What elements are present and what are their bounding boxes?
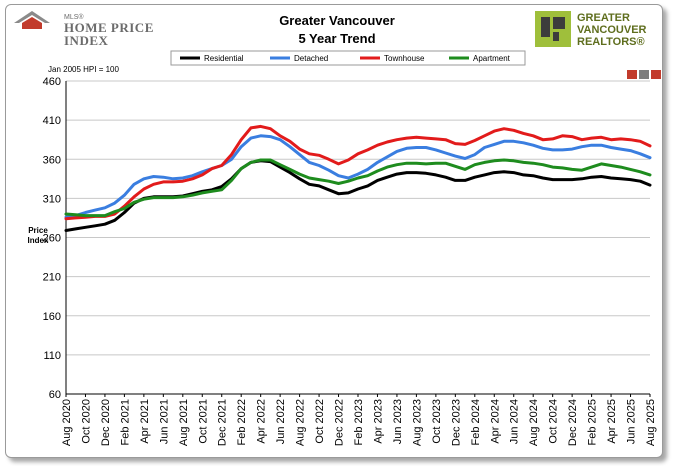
x-tick-label: Aug 2023: [411, 399, 423, 446]
x-tick-label: Feb 2023: [353, 399, 365, 445]
x-tick-label: Feb 2021: [119, 399, 131, 445]
legend-label: Apartment: [473, 54, 511, 63]
hpi-mls-mark: MLS®: [64, 14, 84, 21]
house-icon: [14, 11, 50, 29]
legend: Residential Detached Townhouse Apartment: [170, 50, 526, 66]
y-tick-label: 210: [43, 272, 61, 284]
partner-1-icon: [627, 70, 637, 79]
x-tick-label: Feb 2025: [587, 399, 599, 445]
legend-label: Townhouse: [384, 54, 425, 63]
series-line-detached: [64, 134, 652, 219]
x-tick-label: Oct 2023: [431, 399, 443, 444]
hpi-logo: MLS® HOME PRICE INDEX: [12, 9, 187, 47]
x-tick-label: Jun 2025: [626, 399, 638, 444]
x-tick-label: Oct 2022: [314, 399, 326, 444]
x-tick-label: Apr 2022: [256, 399, 268, 444]
gvr-symbol-icon: [541, 17, 565, 41]
gvr-logo-line-3: REALTORS®: [577, 36, 645, 48]
y-tick-label: 260: [43, 233, 61, 245]
x-tick-label: Oct 2020: [80, 399, 92, 444]
legend-box: [170, 50, 526, 66]
x-tick-label: Oct 2024: [548, 399, 560, 444]
x-tick-label: Jun 2023: [392, 399, 404, 444]
y-tick-label: 310: [43, 193, 61, 205]
series-line-residential: [64, 159, 652, 232]
chart-card: [5, 4, 663, 458]
series-line-townhouse: [64, 124, 652, 221]
y-tick-label: 410: [43, 115, 61, 127]
x-tick-label: Dec 2024: [567, 399, 579, 446]
y-axis-label-line-1: Price: [28, 226, 48, 235]
x-tick-label: Aug 2025: [645, 399, 657, 446]
y-tick-label: 160: [43, 311, 61, 323]
x-tick-label: Jun 2022: [275, 399, 287, 444]
partner-2-icon: [639, 70, 649, 79]
chart-title: Greater Vancouver: [279, 13, 395, 28]
y-tick-label: 360: [43, 154, 61, 166]
x-tick-label: Apr 2021: [139, 399, 151, 444]
x-tick-label: Apr 2025: [606, 399, 618, 444]
index-base-note: Jan 2005 HPI = 100: [48, 65, 119, 74]
x-tick-label: Aug 2022: [295, 399, 307, 446]
y-tick-label: 460: [43, 76, 61, 88]
y-tick-label: 60: [49, 389, 61, 401]
partner-icons: [627, 67, 661, 79]
x-tick-label: Dec 2023: [450, 399, 462, 446]
gvr-logo-line-1: GREATER: [577, 12, 630, 24]
series-lines: [64, 124, 652, 232]
y-tick-label: 110: [43, 350, 61, 362]
x-tick-label: Aug 2020: [61, 399, 73, 446]
x-tick-label: Dec 2020: [100, 399, 112, 446]
hpi-logo-text: HOME PRICE INDEX: [64, 20, 154, 48]
gridlines: [66, 80, 650, 395]
x-tick-label: Jun 2021: [158, 399, 170, 444]
x-tick-label: Dec 2021: [217, 399, 229, 446]
x-tick-labels: Aug 2020 Oct 2020 Dec 2020 Feb 2021 Apr 2021…: [61, 394, 657, 446]
partner-3-icon: [651, 70, 661, 79]
gvr-logo: GREATER VANCOUVER REALTORS®: [535, 11, 660, 49]
x-tick-label: Feb 2024: [470, 399, 482, 445]
x-tick-label: Apr 2023: [372, 399, 384, 444]
gvr-logo-mark: [535, 11, 571, 47]
gvr-logo-line-2: VANCOUVER: [577, 24, 647, 36]
x-tick-label: Apr 2024: [489, 399, 501, 444]
x-tick-label: Aug 2024: [528, 399, 540, 446]
series-line-apartment: [64, 158, 652, 218]
y-axis-label-line-2: Index: [28, 236, 49, 245]
legend-label: Residential: [204, 54, 244, 63]
y-tick-labels: 60 110 160 210 260 310 360 410 460: [43, 76, 61, 401]
legend-label: Detached: [294, 54, 328, 63]
chart-subtitle: 5 Year Trend: [298, 31, 376, 46]
x-tick-label: Aug 2021: [178, 399, 190, 446]
x-tick-label: Oct 2021: [197, 399, 209, 444]
x-tick-label: Jun 2024: [509, 399, 521, 444]
x-tick-label: Dec 2022: [334, 399, 346, 446]
x-tick-label: Feb 2022: [236, 399, 248, 445]
